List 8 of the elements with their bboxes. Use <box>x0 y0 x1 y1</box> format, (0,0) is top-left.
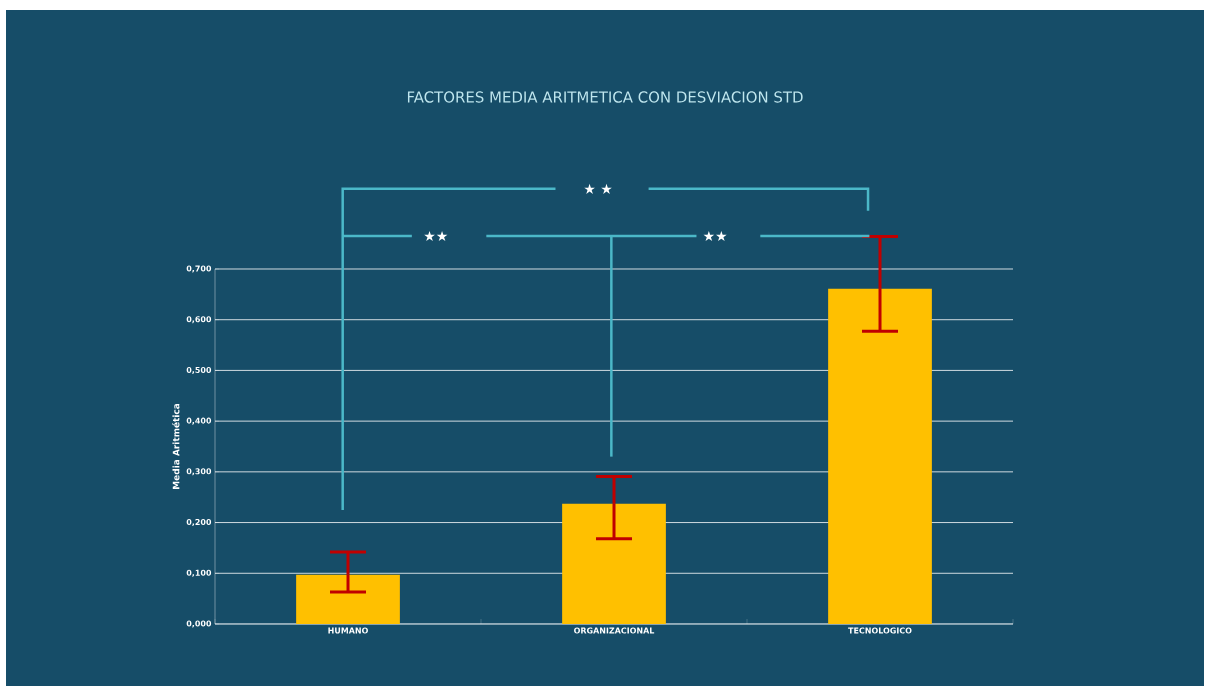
bar <box>828 288 932 624</box>
bar <box>562 503 666 624</box>
y-axis-title: Media Aritmética <box>172 403 180 489</box>
chart-title: FACTORES MEDIA ARITMETICA CON DESVIACION STD <box>407 91 803 103</box>
text: ★★ <box>703 230 727 242</box>
bar <box>296 574 400 624</box>
text: ★★ <box>424 230 448 242</box>
text: ★ ★ <box>584 183 612 194</box>
